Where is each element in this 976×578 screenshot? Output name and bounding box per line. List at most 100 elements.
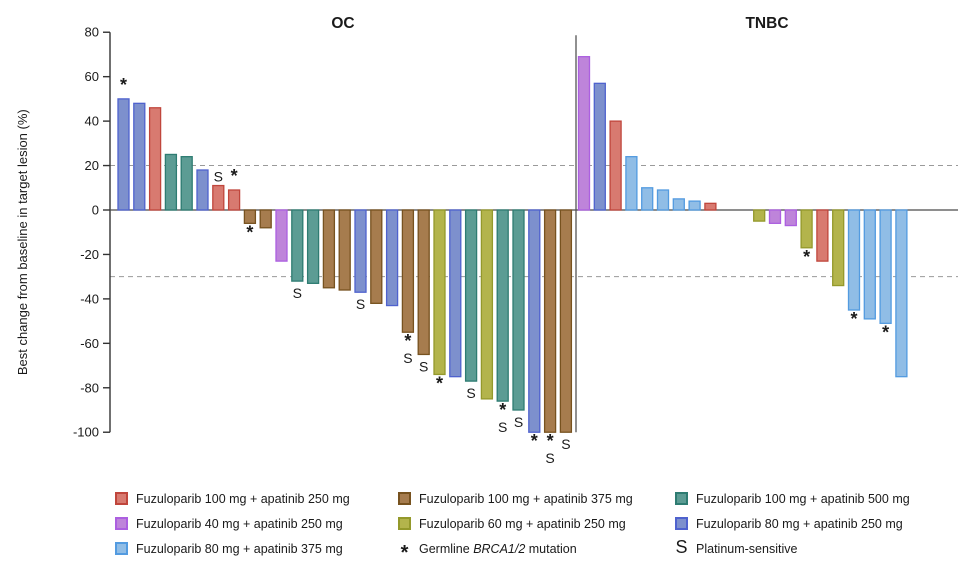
panel-title-oc: OC (331, 15, 354, 32)
bar-oc-13 (306, 209, 320, 284)
legend-label: Fuzuloparib 100 mg + apatinib 500 mg (696, 491, 910, 506)
bar-tnbc-13 (800, 209, 813, 249)
bar-oc-16 (354, 209, 367, 293)
germline-brca-marker: * (404, 331, 411, 351)
legend-item: Fuzuloparib 100 mg + apatinib 500 mg (675, 486, 910, 511)
bar-tnbc-5 (641, 187, 654, 211)
bar-oc-26 (512, 209, 525, 411)
bar-tnbc-17 (863, 209, 876, 320)
bar-oc-19 (401, 209, 415, 333)
platinum-sensitive-marker: S (466, 385, 475, 401)
bar-oc-25 (496, 209, 509, 402)
legend-item: Fuzuloparib 80 mg + apatinib 375 mg (115, 536, 350, 561)
legend-swatch-teal (675, 492, 688, 505)
bar-oc-18 (385, 209, 399, 307)
legend-item: Fuzuloparib 100 mg + apatinib 250 mg (115, 486, 350, 511)
legend-swatch-olive (398, 517, 411, 530)
legend-item: S Platinum-sensitive (675, 536, 910, 561)
bar-tnbc-7 (672, 198, 685, 211)
legend-label: Fuzuloparib 40 mg + apatinib 250 mg (136, 516, 343, 531)
legend-swatch-slate (675, 517, 688, 530)
chart-legend: Fuzuloparib 100 mg + apatinib 250 mg Fuzu… (0, 486, 976, 574)
bar-oc-24 (480, 209, 494, 400)
platinum-sensitive-marker: S (514, 414, 523, 430)
platinum-sensitive-marker: S (293, 285, 302, 301)
legend-label: Fuzuloparib 100 mg + apatinib 375 mg (419, 491, 633, 506)
legend-label: Fuzuloparib 60 mg + apatinib 250 mg (419, 516, 626, 531)
germline-brca-marker: * (531, 431, 538, 451)
bar-tnbc-9 (704, 202, 717, 211)
germline-brca-marker: * (850, 309, 857, 329)
germline-brca-marker: * (246, 222, 253, 242)
bar-tnbc-12 (784, 209, 797, 227)
bar-oc-23 (464, 209, 478, 382)
y-axis-tick-label: -20 (80, 247, 99, 262)
bar-oc-8 (227, 189, 241, 211)
bar-tnbc-10 (753, 209, 766, 222)
legend-swatch-sky (115, 542, 128, 555)
platinum-sensitive-marker: S (356, 296, 365, 312)
platinum-sensitive-marker: S (214, 169, 223, 185)
waterfall-chart: 80 60 40 20 0 -20 -40 -60 -80 -100 Best change fro… (15, 15, 958, 466)
legend-item: Fuzuloparib 80 mg + apatinib 250 mg (675, 511, 910, 536)
y-axis-tick-label: 80 (85, 25, 99, 40)
legend-label: Fuzuloparib 80 mg + apatinib 250 mg (696, 516, 903, 531)
y-axis-tick-label: -40 (80, 291, 99, 306)
germline-brca-marker: * (882, 322, 889, 342)
bar-oc-15 (338, 209, 351, 291)
bar-oc-28 (543, 209, 557, 433)
y-axis-tick-label: 20 (85, 158, 99, 173)
bar-tnbc-4 (625, 156, 638, 211)
bar-tnbc-16 (847, 209, 861, 311)
bar-oc-17 (370, 209, 383, 304)
germline-brca-marker: * (436, 373, 443, 393)
bar-oc-12 (291, 209, 304, 282)
y-axis-tick-label: 40 (85, 114, 99, 129)
platinum-sensitive-marker: S (419, 358, 428, 374)
legend-item: Fuzuloparib 60 mg + apatinib 250 mg (398, 511, 633, 536)
platinum-sensitive-marker: S (403, 350, 412, 366)
y-axis-tick-label: -80 (80, 380, 99, 395)
bar-oc-14 (322, 209, 336, 289)
bar-tnbc-14 (816, 209, 829, 262)
legend-label: Fuzuloparib 100 mg + apatinib 250 mg (136, 491, 350, 506)
y-axis-tick-label: -60 (80, 336, 99, 351)
bar-tnbc-6 (656, 189, 670, 211)
legend-label: Fuzuloparib 80 mg + apatinib 375 mg (136, 541, 343, 556)
y-axis-tick-label: 0 (92, 203, 99, 218)
platinum-sensitive-marker: S (561, 436, 570, 452)
germline-brca-marker: * (803, 247, 810, 267)
germline-brca-marker: * (547, 431, 554, 451)
bar-oc-2 (133, 102, 146, 211)
bar-tnbc-18 (879, 209, 892, 324)
legend-item: Fuzuloparib 40 mg + apatinib 250 mg (115, 511, 350, 536)
platinum-sensitive-marker: S (545, 450, 554, 466)
bar-tnbc-11 (768, 209, 782, 224)
bar-tnbc-1 (577, 56, 591, 211)
bar-oc-7 (212, 184, 225, 211)
platinum-sensitive-marker: S (498, 419, 507, 435)
legend-column-2: Fuzuloparib 100 mg + apatinib 375 mg Fuzu… (398, 486, 633, 564)
bar-oc-20 (417, 209, 430, 356)
bar-oc-29 (559, 209, 573, 433)
bar-tnbc-8 (688, 200, 701, 211)
bar-oc-1 (117, 98, 130, 211)
bar-oc-21 (433, 209, 446, 376)
germline-brca-marker: * (231, 166, 238, 186)
germline-brca-marker-symbol: * (400, 542, 409, 564)
bar-tnbc-2 (593, 82, 606, 211)
platinum-sensitive-marker-symbol: S (675, 537, 688, 557)
legend-column-3: Fuzuloparib 100 mg + apatinib 500 mg Fuzu… (675, 486, 910, 561)
bar-oc-22 (449, 209, 462, 378)
panel-title-tnbc: TNBC (745, 15, 788, 32)
bar-oc-4 (164, 153, 178, 211)
legend-swatch-red (115, 492, 128, 505)
y-axis-label: Best change from baseline in target lesi… (15, 109, 30, 375)
y-axis-tick-label: -100 (73, 425, 99, 440)
bar-oc-9 (243, 209, 257, 224)
germline-brca-marker: * (499, 400, 506, 420)
bar-oc-10 (259, 209, 272, 229)
bar-tnbc-15 (832, 209, 845, 287)
bar-oc-6 (196, 169, 209, 211)
